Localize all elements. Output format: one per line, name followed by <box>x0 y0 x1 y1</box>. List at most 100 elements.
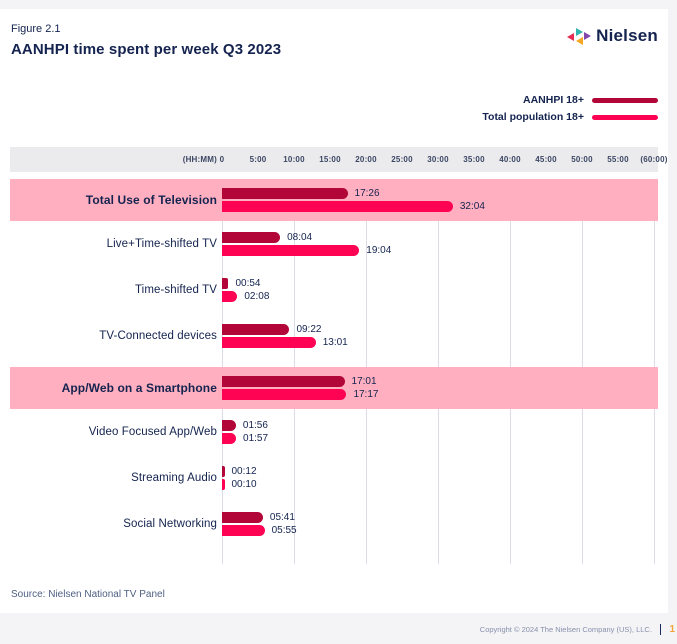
x-axis-tick-label: 50:00 <box>571 155 593 164</box>
chart-row: Video Focused App/Web 01:56 01:57 <box>10 409 658 455</box>
category-label: Video Focused App/Web <box>88 426 217 438</box>
chart-row-highlighted: Total Use of Television 17:26 32:04 <box>10 179 658 221</box>
figure-card: Figure 2.1 AANHPI time spent per week Q3… <box>0 9 668 613</box>
bar-group: 17:26 32:04 <box>222 186 485 214</box>
bar-total-population <box>222 201 453 212</box>
page-number: 1 <box>669 624 675 635</box>
bar-value-label: 08:04 <box>287 232 313 243</box>
bar-line: 02:08 <box>222 291 269 302</box>
chart-row: Time-shifted TV 00:54 02:08 <box>10 267 658 313</box>
bar-total-population <box>222 433 237 444</box>
bar-total-population <box>222 525 265 536</box>
category-label: Time-shifted TV <box>134 284 217 296</box>
chart-row: Live+Time-shifted TV 08:04 19:04 <box>10 221 658 267</box>
time-spent-bar-chart: (HH:MM) 0 5:00 10:00 15:00 20:00 25:00 30:00 35… <box>10 147 667 564</box>
bar-value-label: 09:22 <box>296 324 322 335</box>
legend-label: Total population 18+ <box>482 111 584 123</box>
bar-value-label: 02:08 <box>244 291 270 302</box>
x-axis-tick-label: 10:00 <box>283 155 305 164</box>
nielsen-logo: Nielsen <box>567 21 658 46</box>
legend-item: Total population 18+ <box>482 111 658 123</box>
bar-line: 17:01 <box>222 376 378 387</box>
bar-line: 13:01 <box>222 337 348 348</box>
bar-line: 01:56 <box>222 420 268 431</box>
x-axis-tick-label: 55:00 <box>607 155 629 164</box>
bar-value-label: 13:01 <box>322 337 348 348</box>
chart-row: Streaming Audio 00:12 00:10 <box>10 455 658 501</box>
bar-value-label: 01:56 <box>242 420 268 431</box>
bar-aanhpi <box>222 466 225 477</box>
bar-group: 09:22 13:01 <box>222 322 348 350</box>
bar-aanhpi <box>222 376 345 387</box>
x-axis-tick-label: 30:00 <box>427 155 449 164</box>
page-footer: Copyright © 2024 The Nielsen Company (US… <box>480 624 675 635</box>
bar-line: 00:12 <box>222 466 257 477</box>
bar-total-population <box>222 389 347 400</box>
page-title: AANHPI time spent per week Q3 2023 <box>11 41 282 58</box>
bar-group: 00:54 02:08 <box>222 276 269 304</box>
card-header: Figure 2.1 AANHPI time spent per week Q3… <box>11 21 658 58</box>
category-label: App/Web on a Smartphone <box>61 381 217 395</box>
chart-legend: AANHPI 18+ Total population 18+ <box>482 94 658 123</box>
bar-line: 00:10 <box>222 479 257 490</box>
legend-swatch <box>592 114 658 120</box>
nielsen-wordmark: Nielsen <box>596 26 658 45</box>
bar-line: 32:04 <box>222 201 485 212</box>
bar-total-population <box>222 245 360 256</box>
legend-swatch <box>592 97 658 103</box>
legend-item: AANHPI 18+ <box>523 94 658 106</box>
bar-line: 08:04 <box>222 232 391 243</box>
title-block: Figure 2.1 AANHPI time spent per week Q3… <box>11 21 281 58</box>
axis-unit-label: (HH:MM) <box>182 155 217 164</box>
bar-aanhpi <box>222 232 281 243</box>
bar-aanhpi <box>222 188 348 199</box>
category-label: Live+Time-shifted TV <box>106 238 217 250</box>
x-axis-tick-label: 20:00 <box>355 155 377 164</box>
copyright-text: Copyright © 2024 The Nielsen Company (US… <box>479 625 652 634</box>
category-label: Total Use of Television <box>85 193 217 207</box>
bar-aanhpi <box>222 512 263 523</box>
source-note: Source: Nielsen National TV Panel <box>11 589 165 600</box>
x-axis-tick-label: 0 <box>219 155 225 164</box>
category-label: TV-Connected devices <box>99 330 217 342</box>
nielsen-logo-icon <box>567 27 592 45</box>
x-axis-tick-label: (60:00) <box>640 155 668 164</box>
chart-row: Social Networking 05:41 05:55 <box>10 501 658 547</box>
x-axis-header: (HH:MM) 0 5:00 10:00 15:00 20:00 25:00 30:00 35… <box>10 147 667 172</box>
category-label: Social Networking <box>123 518 217 530</box>
bar-value-label: 05:55 <box>271 525 297 536</box>
bar-line: 05:55 <box>222 525 297 536</box>
x-axis-tick-label: 40:00 <box>499 155 521 164</box>
category-label: Streaming Audio <box>131 472 217 484</box>
chart-row: TV-Connected devices 09:22 13:01 <box>10 313 658 359</box>
bar-value-label: 05:41 <box>269 512 295 523</box>
bar-line: 19:04 <box>222 245 391 256</box>
bar-aanhpi <box>222 278 229 289</box>
bar-value-label: 19:04 <box>366 245 392 256</box>
x-axis-tick-label: 5:00 <box>249 155 267 164</box>
x-axis-tick-label: 15:00 <box>319 155 341 164</box>
bar-line: 09:22 <box>222 324 348 335</box>
bar-value-label: 01:57 <box>243 433 269 444</box>
bar-total-population <box>222 479 225 490</box>
bar-line: 17:26 <box>222 188 485 199</box>
x-axis-tick-label: 45:00 <box>535 155 557 164</box>
bar-group: 01:56 01:57 <box>222 418 268 446</box>
bar-value-label: 00:10 <box>231 479 257 490</box>
bar-line: 01:57 <box>222 433 268 444</box>
bar-value-label: 32:04 <box>459 201 485 212</box>
bar-value-label: 00:12 <box>231 466 257 477</box>
bar-aanhpi <box>222 324 290 335</box>
figure-label: Figure 2.1 <box>11 23 61 35</box>
bar-line: 00:54 <box>222 278 269 289</box>
bar-value-label: 17:17 <box>353 389 379 400</box>
bar-value-label: 17:01 <box>351 376 377 387</box>
bar-value-label: 17:26 <box>354 188 380 199</box>
x-axis-tick-label: 35:00 <box>463 155 485 164</box>
footer-divider <box>659 624 662 635</box>
chart-plot-area: Total Use of Television 17:26 32:04 Live+Ti… <box>10 179 658 564</box>
bar-total-population <box>222 337 316 348</box>
bar-group: 05:41 05:55 <box>222 510 297 538</box>
legend-label: AANHPI 18+ <box>523 94 584 106</box>
bar-group: 08:04 19:04 <box>222 230 391 258</box>
